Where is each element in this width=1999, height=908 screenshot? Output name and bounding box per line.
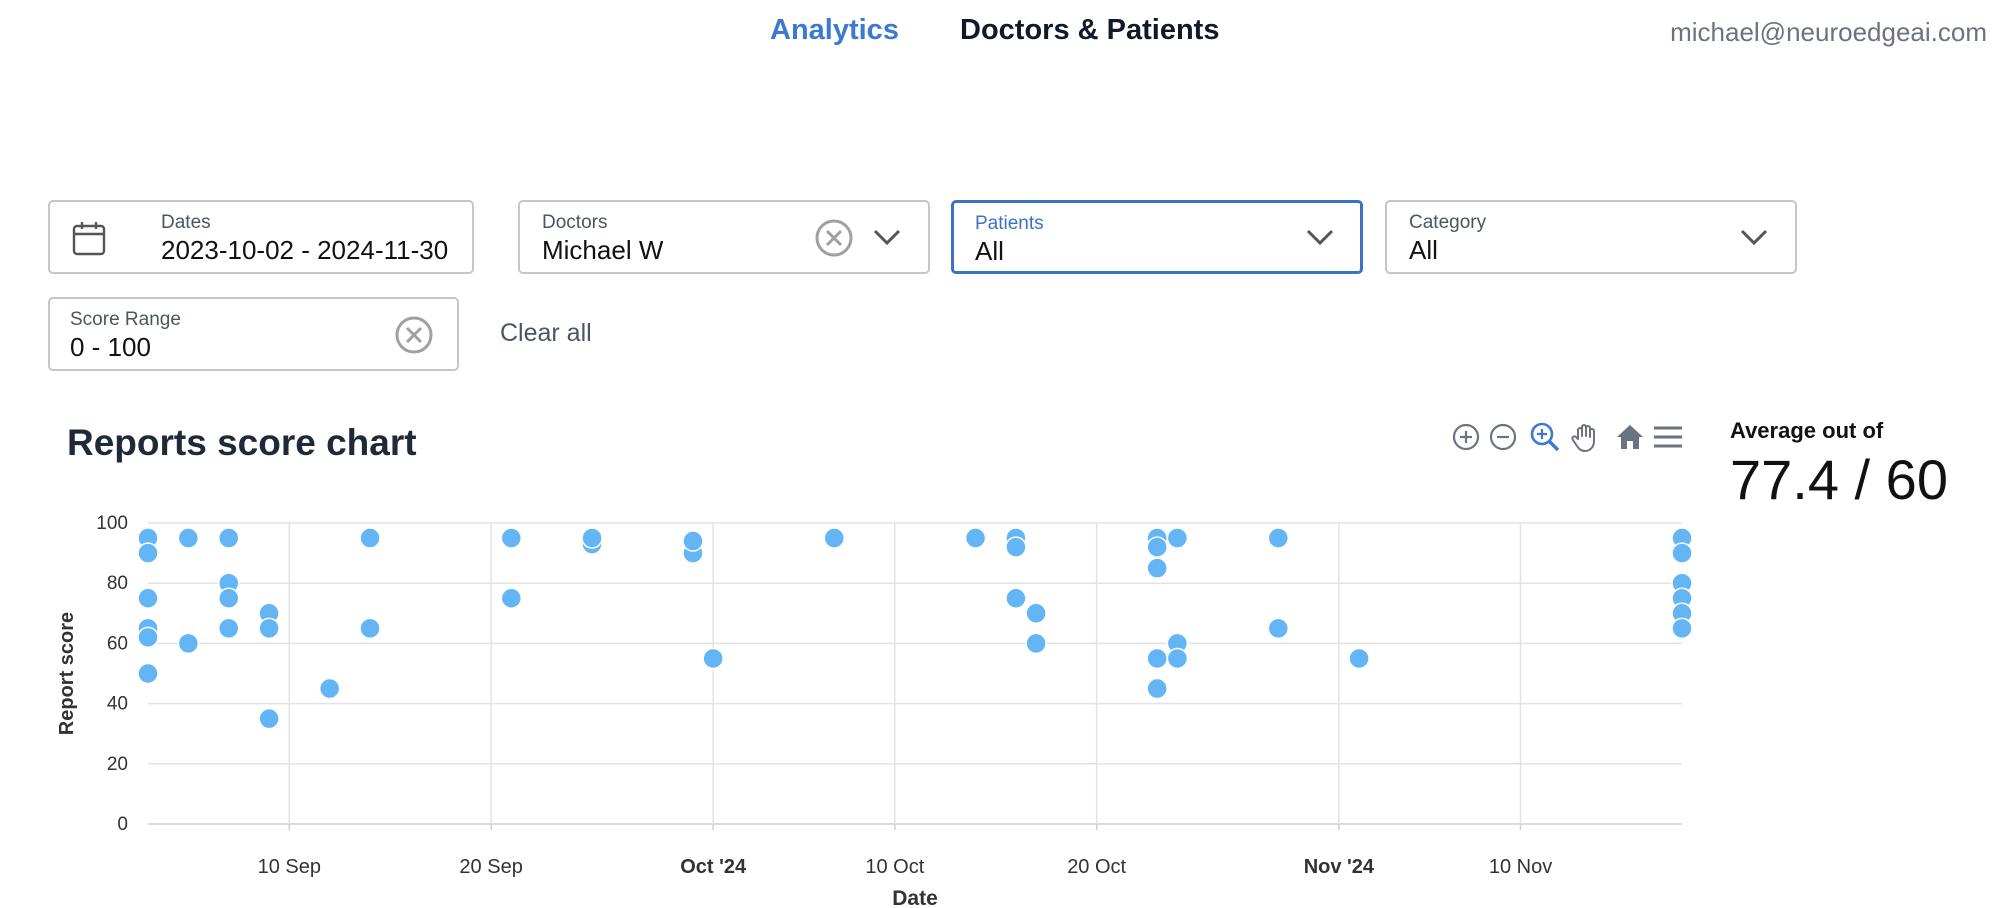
data-point[interactable] bbox=[258, 617, 280, 640]
clear-all-button[interactable]: Clear all bbox=[500, 319, 592, 347]
chevron-down-icon[interactable] bbox=[1305, 226, 1335, 248]
x-tick-label: 20 Sep bbox=[459, 856, 522, 878]
data-point[interactable] bbox=[1671, 542, 1693, 564]
data-point[interactable] bbox=[964, 527, 987, 549]
data-point[interactable] bbox=[217, 617, 240, 640]
data-point[interactable] bbox=[1671, 617, 1693, 640]
user-email[interactable]: michael@neuroedgeai.com bbox=[1670, 17, 1987, 47]
data-point[interactable] bbox=[1267, 617, 1290, 640]
dates-value[interactable]: 2023-10-02 - 2024-11-30 bbox=[161, 235, 449, 265]
data-point[interactable] bbox=[1146, 536, 1168, 558]
data-point[interactable] bbox=[359, 617, 381, 640]
data-point[interactable] bbox=[217, 527, 240, 549]
chart-title: Reports score chart bbox=[67, 422, 417, 463]
data-point[interactable] bbox=[1005, 587, 1027, 609]
report-score-scatter-chart: 0 20 40 60 80 100 10 Sep 20 Sep Oct '24 10 Oct 20 … bbox=[56, 513, 1693, 908]
home-reset-icon[interactable] bbox=[1614, 421, 1646, 453]
data-point[interactable] bbox=[702, 647, 724, 670]
y-tick-label: 20 bbox=[107, 754, 128, 775]
data-point[interactable] bbox=[1146, 557, 1168, 579]
data-point[interactable] bbox=[1025, 602, 1047, 625]
x-tick-label: 20 Oct bbox=[1067, 856, 1126, 878]
data-point[interactable] bbox=[137, 587, 159, 609]
zoom-in-icon[interactable] bbox=[1450, 421, 1482, 453]
score-range-filter[interactable]: Score Range 0 - 100 bbox=[48, 297, 459, 371]
x-tick-label: Oct '24 bbox=[680, 856, 747, 878]
x-tick-label: 10 Oct bbox=[865, 856, 924, 878]
y-tick-label: 60 bbox=[107, 633, 128, 654]
x-tick-label: 10 Sep bbox=[258, 856, 321, 878]
data-point[interactable] bbox=[823, 527, 846, 549]
category-label: Category bbox=[1409, 212, 1487, 233]
y-tick-label: 0 bbox=[117, 814, 128, 835]
chevron-down-icon[interactable] bbox=[1739, 226, 1769, 248]
x-axis-label: Date bbox=[892, 887, 938, 908]
clear-doctors-icon[interactable] bbox=[814, 218, 854, 258]
data-point[interactable] bbox=[1166, 527, 1189, 549]
data-point[interactable] bbox=[1025, 632, 1047, 655]
chevron-down-icon[interactable] bbox=[872, 226, 902, 248]
category-filter[interactable]: Category All bbox=[1385, 200, 1797, 274]
y-tick-label: 80 bbox=[107, 573, 128, 594]
data-point[interactable] bbox=[1005, 536, 1027, 558]
patients-value: All bbox=[975, 236, 1004, 266]
data-point[interactable] bbox=[217, 587, 240, 609]
data-point[interactable] bbox=[137, 662, 159, 685]
y-tick-label: 40 bbox=[107, 694, 128, 715]
zoom-out-icon[interactable] bbox=[1487, 421, 1519, 453]
data-point[interactable] bbox=[359, 527, 381, 549]
category-value: All bbox=[1409, 235, 1438, 265]
selection-zoom-icon[interactable] bbox=[1529, 421, 1561, 453]
data-point[interactable] bbox=[581, 527, 603, 549]
x-tick-label: 10 Nov bbox=[1489, 856, 1552, 878]
patients-filter[interactable]: Patients All bbox=[951, 200, 1363, 274]
data-point[interactable] bbox=[682, 530, 704, 552]
data-point[interactable] bbox=[258, 707, 280, 730]
clear-score-range-icon[interactable] bbox=[394, 315, 434, 355]
y-tick-label: 100 bbox=[96, 513, 128, 534]
dates-label: Dates bbox=[161, 212, 211, 233]
average-value: 77.4 / 60 bbox=[1730, 448, 1948, 511]
data-point[interactable] bbox=[500, 587, 523, 609]
data-point[interactable] bbox=[500, 527, 523, 549]
data-point[interactable] bbox=[177, 632, 200, 655]
data-point[interactable] bbox=[1146, 677, 1168, 700]
doctors-label: Doctors bbox=[542, 212, 608, 233]
data-point[interactable] bbox=[1146, 647, 1168, 670]
score-range-value: 0 - 100 bbox=[70, 332, 151, 362]
data-point[interactable] bbox=[137, 542, 159, 564]
patients-label: Patients bbox=[975, 213, 1044, 234]
data-point[interactable] bbox=[177, 527, 200, 549]
data-point[interactable] bbox=[137, 626, 159, 649]
data-point[interactable] bbox=[318, 677, 341, 700]
nav-analytics-link[interactable]: Analytics bbox=[770, 14, 899, 46]
data-point[interactable] bbox=[1267, 527, 1290, 549]
nav-doctors-patients-link[interactable]: Doctors & Patients bbox=[960, 14, 1220, 46]
x-tick-label: Nov '24 bbox=[1304, 856, 1375, 878]
data-point[interactable] bbox=[1348, 647, 1370, 670]
pan-icon[interactable] bbox=[1569, 421, 1601, 453]
average-label: Average out of bbox=[1730, 418, 1884, 443]
calendar-icon bbox=[72, 222, 106, 256]
y-axis-label: Report score bbox=[56, 612, 78, 735]
dates-filter[interactable]: Dates 2023-10-02 - 2024-11-30 bbox=[48, 200, 474, 274]
doctors-value: Michael W bbox=[542, 235, 664, 265]
data-point[interactable] bbox=[1166, 647, 1189, 670]
score-range-label: Score Range bbox=[70, 309, 181, 330]
doctors-filter[interactable]: Doctors Michael W bbox=[518, 200, 930, 274]
menu-icon[interactable] bbox=[1652, 421, 1684, 453]
